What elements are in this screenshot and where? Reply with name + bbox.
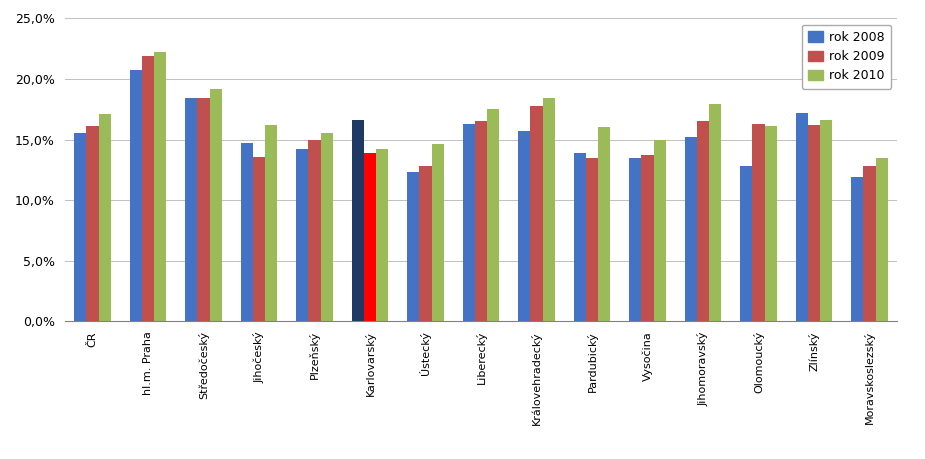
Bar: [265, 125, 278, 321]
Bar: [407, 172, 419, 321]
Bar: [185, 98, 197, 321]
Bar: [851, 177, 863, 321]
Bar: [684, 137, 697, 321]
Bar: [296, 149, 308, 321]
Bar: [820, 120, 832, 321]
Bar: [86, 126, 99, 321]
Bar: [154, 52, 166, 321]
Bar: [142, 56, 154, 321]
Bar: [432, 145, 444, 321]
Bar: [796, 113, 808, 321]
Bar: [475, 121, 487, 321]
Legend: rok 2008, rok 2009, rok 2010: rok 2008, rok 2009, rok 2010: [802, 25, 891, 89]
Bar: [863, 166, 876, 321]
Bar: [419, 166, 432, 321]
Bar: [130, 71, 142, 321]
Bar: [487, 109, 500, 321]
Bar: [253, 157, 265, 321]
Bar: [752, 124, 765, 321]
Bar: [765, 126, 777, 321]
Bar: [197, 98, 210, 321]
Bar: [462, 124, 475, 321]
Bar: [364, 153, 376, 321]
Bar: [352, 120, 364, 321]
Bar: [99, 114, 111, 321]
Bar: [321, 134, 333, 321]
Bar: [574, 153, 586, 321]
Bar: [876, 158, 888, 321]
Bar: [709, 104, 722, 321]
Bar: [308, 140, 321, 321]
Bar: [598, 128, 610, 321]
Bar: [376, 149, 388, 321]
Bar: [808, 125, 820, 321]
Bar: [629, 158, 641, 321]
Bar: [518, 131, 530, 321]
Bar: [240, 143, 253, 321]
Bar: [210, 89, 222, 321]
Bar: [543, 98, 555, 321]
Bar: [654, 140, 666, 321]
Bar: [697, 121, 709, 321]
Bar: [74, 134, 86, 321]
Bar: [586, 158, 598, 321]
Bar: [530, 106, 543, 321]
Bar: [740, 166, 752, 321]
Bar: [641, 155, 654, 321]
